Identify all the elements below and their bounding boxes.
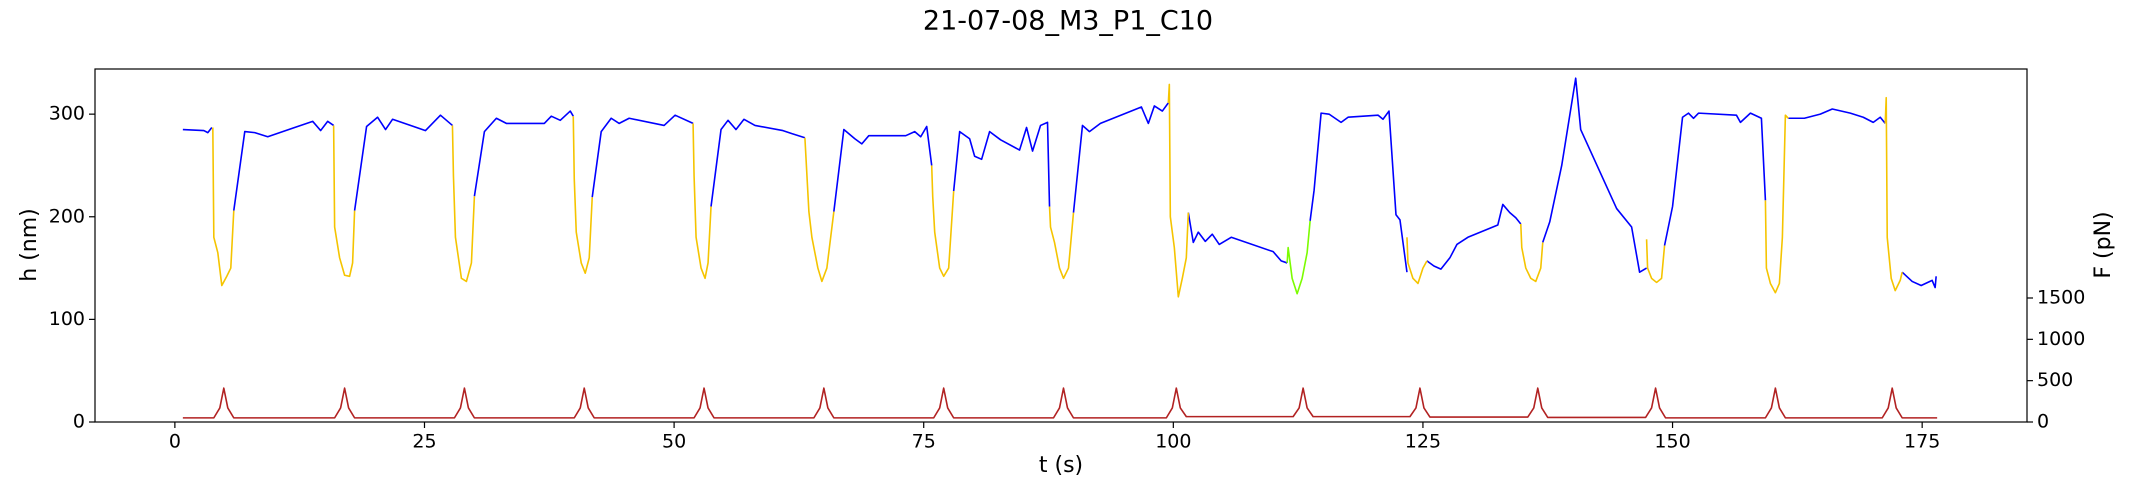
chart-title: 21-07-08_M3_P1_C10 [923,6,1213,37]
x-axis-label: t (s) [1039,453,1083,478]
y-tick-label: 200 [49,205,85,227]
x-tick-label: 150 [1654,431,1690,453]
x-tick-label: 100 [1155,431,1191,453]
y-tick-label: 300 [49,103,85,125]
y2-axis-label: F (pN) [2091,211,2116,278]
plot-frame [94,68,2028,423]
y2-tick-label: 0 [2037,411,2049,433]
y-axis-label: h (nm) [17,208,42,281]
x-tick-label: 125 [1405,431,1441,453]
data-line [182,77,1937,289]
data-line [1286,220,1311,295]
y2-tick-label: 1000 [2037,328,2085,350]
y-tick-label: 0 [73,411,85,433]
data-line [212,83,1903,298]
x-tick-label: 175 [1904,431,1940,453]
x-tick-label: 25 [412,431,436,453]
x-tick-label: 75 [912,431,936,453]
y2-tick-label: 500 [2037,369,2073,391]
x-tick-label: 0 [169,431,181,453]
y2-tick-label: 1500 [2037,286,2085,308]
data-line [182,387,1938,419]
x-tick-label: 50 [662,431,686,453]
y-tick-label: 100 [49,308,85,330]
